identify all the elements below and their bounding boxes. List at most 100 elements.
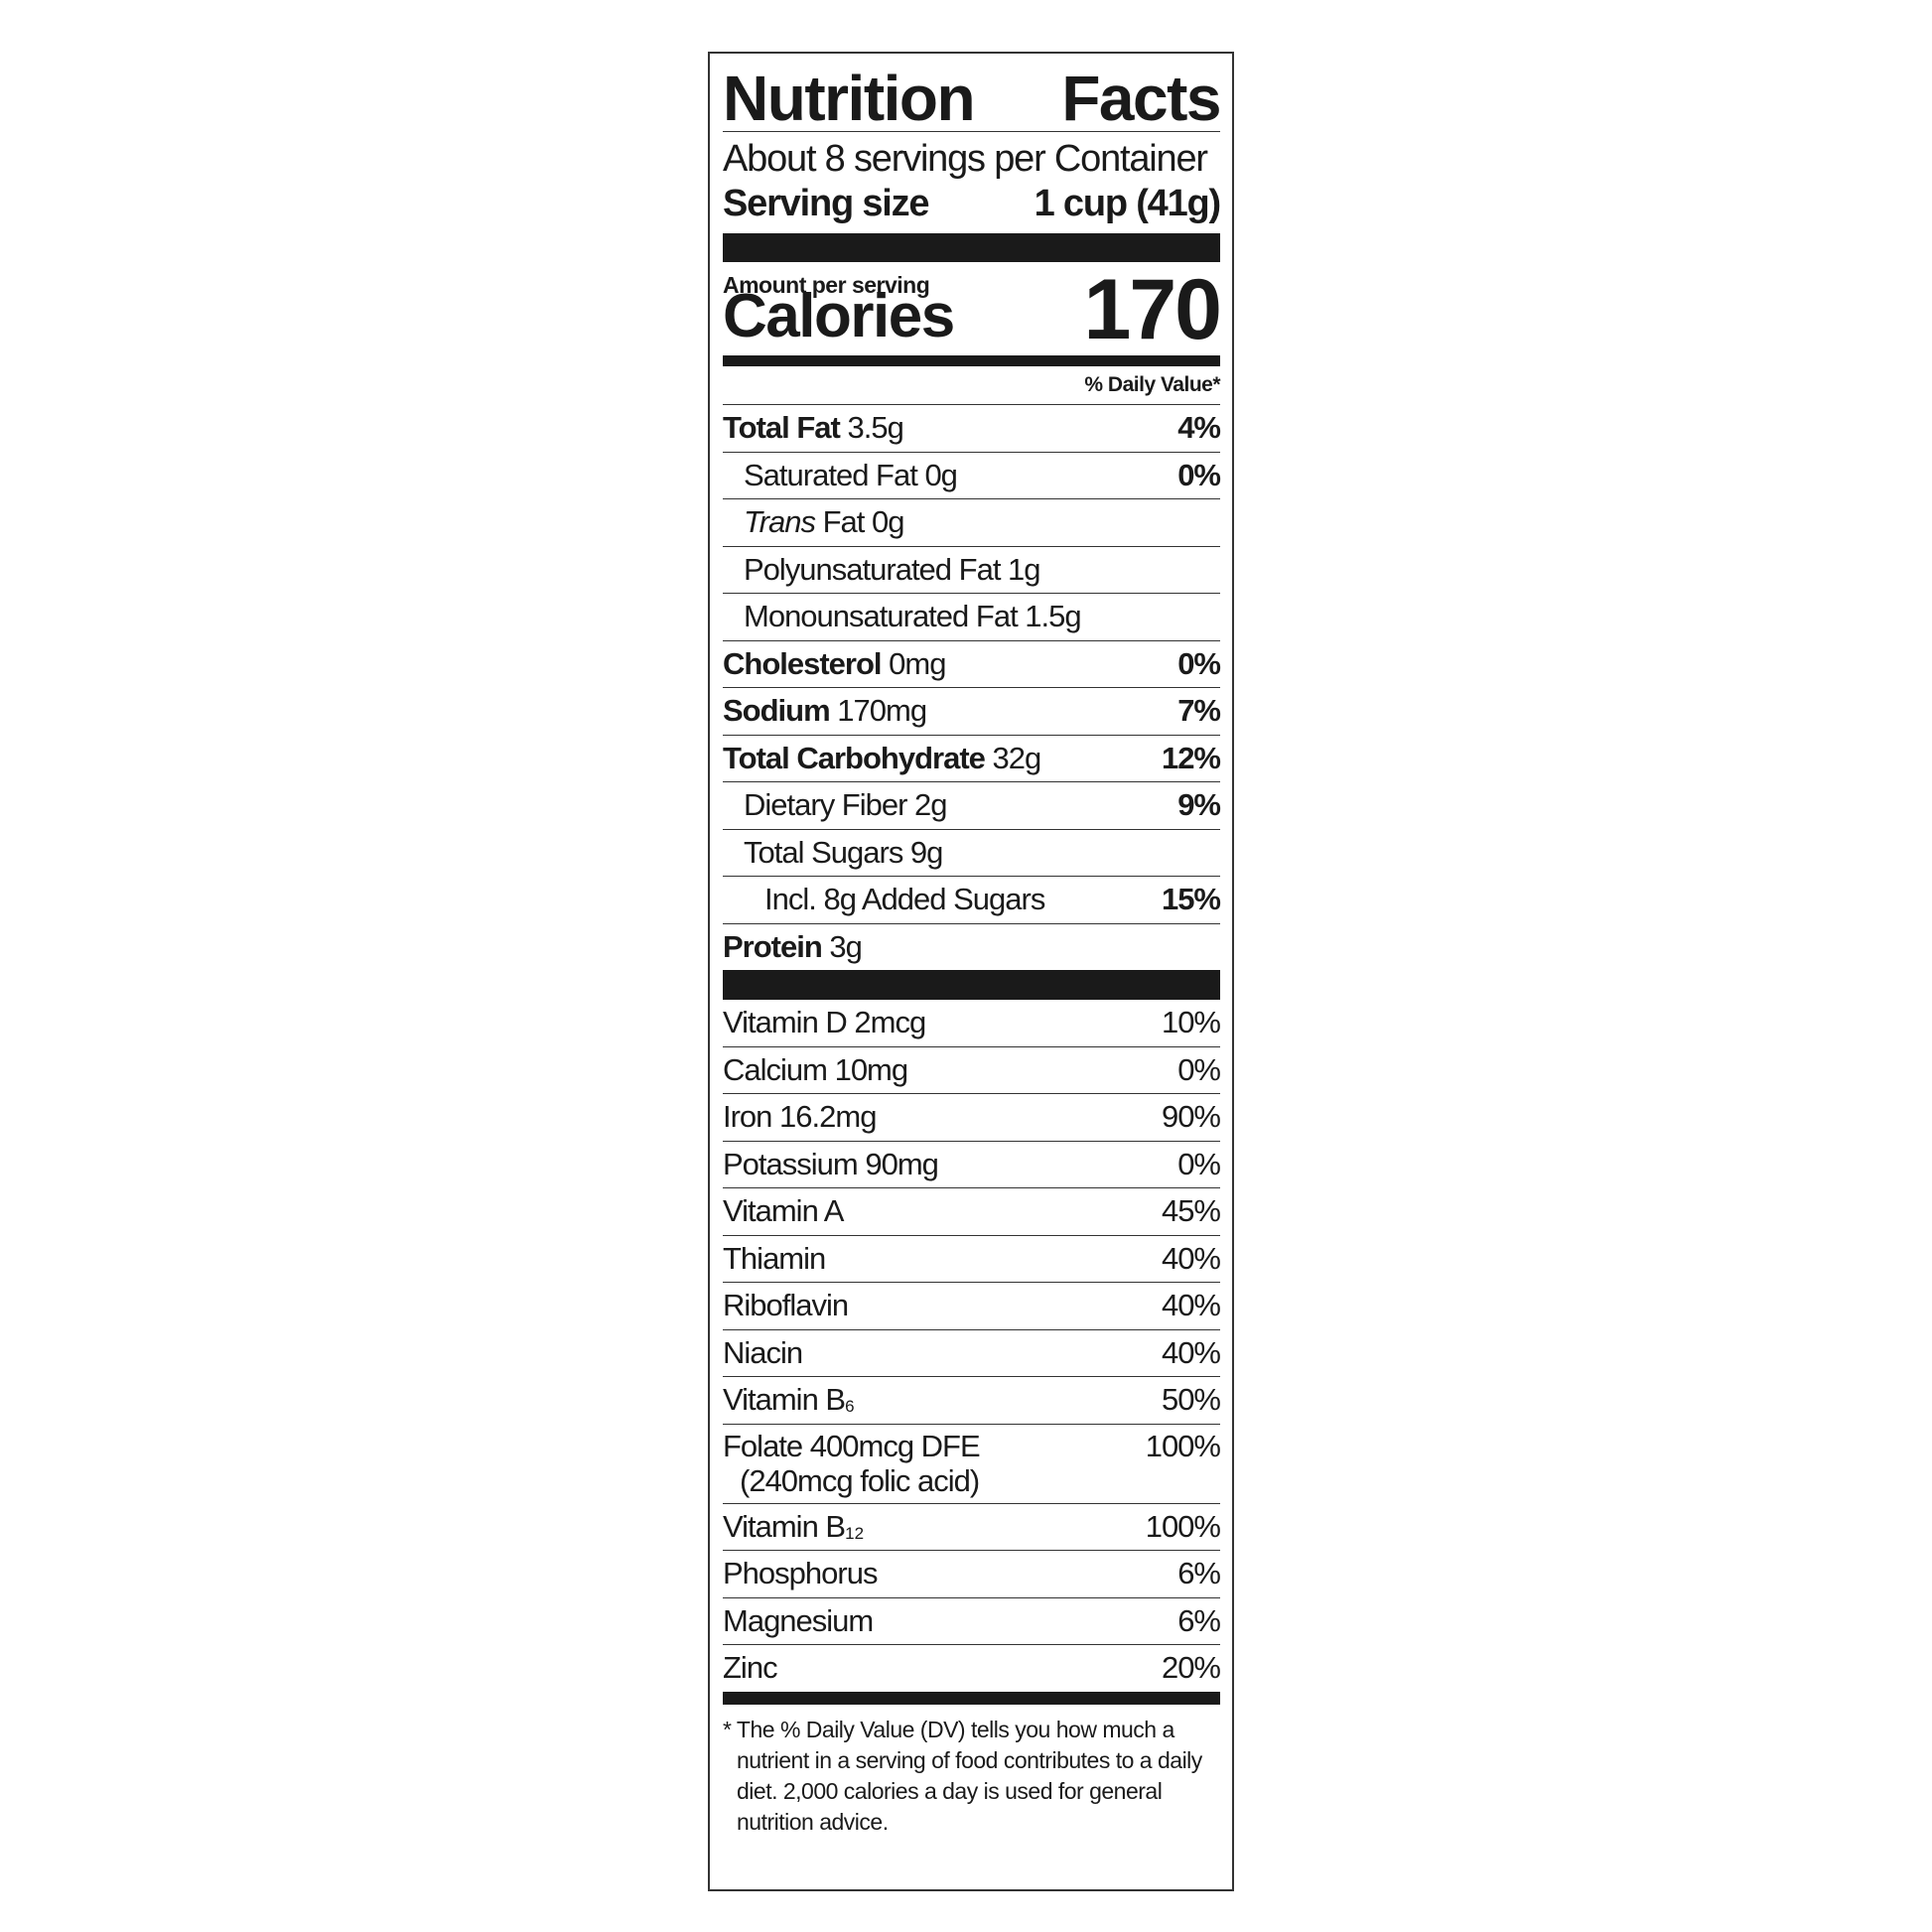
nutrient-row: Total Fat 3.5g 4% xyxy=(723,405,1221,453)
medium-divider xyxy=(723,1691,1220,1705)
nutrient-name: Total Carbohydrate 32g xyxy=(723,740,1041,776)
nutrient-name-italic: Trans xyxy=(744,504,816,540)
vitamin-name: Potassium 90mg xyxy=(723,1146,939,1182)
vitamin-row: Folate 400mcg DFE (240mcg folic acid) 100% xyxy=(723,1425,1221,1504)
vitamin-name: Calcium 10mg xyxy=(723,1051,908,1088)
thick-divider xyxy=(723,970,1220,1000)
vitamin-row: Potassium 90mg 0% xyxy=(723,1142,1221,1188)
vitamin-name: Thiamin xyxy=(723,1240,826,1277)
vitamin-row: Iron 16.2mg 90% xyxy=(723,1094,1221,1142)
nutrient-amount: 170mg xyxy=(829,693,927,729)
nutrient-name: Total Fat 3.5g xyxy=(723,410,904,446)
thick-divider xyxy=(723,233,1220,262)
vitamin-daily-value: 0% xyxy=(1177,1051,1221,1087)
nutrient-name: Cholesterol 0mg xyxy=(723,645,946,682)
nutrient-row: Monounsaturated Fat 1.5g xyxy=(723,594,1220,641)
vitamin-row: Magnesium 6% xyxy=(723,1598,1221,1645)
label-title: Nutrition Facts xyxy=(723,54,1221,134)
nutrient-daily-value: 15% xyxy=(1161,882,1221,917)
vitamin-row: Riboflavin 40% xyxy=(723,1283,1221,1330)
title-word-nutrition: Nutrition xyxy=(723,63,976,134)
vitamin-name-text: Thiamin xyxy=(723,1240,826,1276)
vitamin-daily-value: 40% xyxy=(1161,1334,1221,1370)
nutrient-row: Total Carbohydrate 32g 12% xyxy=(723,736,1221,782)
nutrient-amount: 0mg xyxy=(881,645,946,681)
nutrient-amount: Fat 0g xyxy=(814,504,905,540)
vitamin-daily-value: 20% xyxy=(1161,1650,1221,1686)
vitamin-name: Zinc xyxy=(723,1650,778,1686)
nutrient-row: Total Sugars 9g xyxy=(723,830,1220,877)
divider xyxy=(723,131,1220,132)
serving-size-row: Serving size 1 cup (41g) xyxy=(723,182,1222,225)
vitamin-daily-value: 40% xyxy=(1161,1288,1221,1323)
nutrient-daily-value: 0% xyxy=(1177,457,1221,492)
nutrient-name: Monounsaturated Fat 1.5g xyxy=(723,599,1082,634)
calories-row: Calories 170 xyxy=(723,267,1222,352)
nutrient-name: Sodium 170mg xyxy=(723,693,927,729)
vitamin-name-text: Phosphorus xyxy=(723,1556,878,1591)
nutrient-amount: Polyunsaturated Fat 1g xyxy=(744,551,1041,587)
nutrient-list: Total Fat 3.5g 4% Saturated Fat 0g 0% Trans … xyxy=(723,405,1221,971)
nutrient-name-bold: Total Fat xyxy=(723,410,841,446)
vitamin-name: Phosphorus xyxy=(723,1556,878,1591)
amount-per-serving: Amount per serving xyxy=(723,272,930,298)
vitamin-row: Niacin 40% xyxy=(723,1330,1221,1377)
nutrient-row: Saturated Fat 0g 0% xyxy=(723,453,1221,499)
vitamin-name: Vitamin B12 xyxy=(723,1509,864,1545)
vitamin-name-text: Calcium 10mg xyxy=(723,1051,908,1087)
nutrient-name-bold: Cholesterol xyxy=(723,645,883,681)
vitamin-daily-value: 40% xyxy=(1161,1240,1221,1276)
nutrient-name: Protein 3g xyxy=(723,928,863,965)
footnote: * The % Daily Value (DV) tells you how m… xyxy=(723,1716,1202,1835)
vitamin-name-text: Magnesium xyxy=(723,1602,874,1638)
vitamin-daily-value: 0% xyxy=(1177,1146,1221,1181)
nutrient-daily-value: 4% xyxy=(1177,410,1221,446)
vitamin-name: Vitamin A xyxy=(723,1193,844,1229)
vitamin-name-text: Iron 16.2mg xyxy=(723,1099,877,1135)
calories-value: 170 xyxy=(1083,262,1222,357)
nutrient-name: Incl. 8g Added Sugars xyxy=(723,882,1045,917)
vitamin-name-text: Niacin xyxy=(723,1334,803,1370)
nutrient-row: Polyunsaturated Fat 1g xyxy=(723,547,1220,594)
calories-label: Calories xyxy=(723,282,955,350)
nutrient-row: Cholesterol 0mg 0% xyxy=(723,641,1221,688)
nutrient-daily-value: 0% xyxy=(1177,645,1221,681)
nutrient-amount: Saturated Fat 0g xyxy=(744,457,958,492)
nutrient-name-bold: Total Carbohydrate xyxy=(723,740,986,775)
nutrient-name: Total Sugars 9g xyxy=(723,834,943,871)
vitamin-name-line2: (240mcg folic acid) xyxy=(740,1462,980,1498)
nutrient-daily-value: 12% xyxy=(1161,740,1221,775)
vitamin-row: Vitamin A 45% xyxy=(723,1188,1221,1236)
nutrient-amount: Incl. 8g Added Sugars xyxy=(764,882,1045,917)
vitamin-daily-value: 45% xyxy=(1161,1193,1221,1229)
nutrient-name-bold: Protein xyxy=(723,928,823,964)
vitamin-row: Thiamin 40% xyxy=(723,1236,1221,1283)
nutrient-row: Protein 3g xyxy=(723,924,1220,971)
vitamin-name-text: Zinc xyxy=(723,1650,778,1686)
vitamin-name: Iron 16.2mg xyxy=(723,1099,877,1135)
vitamin-name-text: Vitamin A xyxy=(723,1193,844,1229)
vitamin-row: Phosphorus 6% xyxy=(723,1551,1221,1598)
nutrient-name: Trans Fat 0g xyxy=(723,504,905,540)
vitamin-row: Vitamin B12 100% xyxy=(723,1504,1221,1551)
vitamin-name-text: Vitamin D 2mcg xyxy=(723,1005,926,1040)
vitamin-subscript: 6 xyxy=(845,1397,855,1417)
vitamin-name-text: Potassium 90mg xyxy=(723,1146,939,1181)
vitamin-daily-value: 10% xyxy=(1161,1005,1221,1040)
vitamin-daily-value: 50% xyxy=(1161,1382,1221,1418)
vitamin-daily-value: 6% xyxy=(1177,1602,1221,1638)
vitamin-name: Vitamin B6 xyxy=(723,1382,855,1418)
nutrient-amount: 3.5g xyxy=(839,410,903,446)
vitamin-name-text: Vitamin B xyxy=(723,1382,846,1418)
servings-per-container: About 8 servings per Container xyxy=(723,138,1208,180)
vitamin-daily-value: 100% xyxy=(1145,1428,1221,1463)
nutrient-name-bold: Sodium xyxy=(723,693,831,729)
serving-size-label: Serving size xyxy=(723,183,930,224)
vitamin-name: Riboflavin xyxy=(723,1288,849,1323)
nutrient-row: Sodium 170mg 7% xyxy=(723,688,1221,736)
serving-size-value: 1 cup (41g) xyxy=(1034,183,1222,224)
medium-divider xyxy=(723,355,1220,366)
nutrient-amount: Total Sugars 9g xyxy=(744,834,943,870)
vitamin-name-text: Vitamin B xyxy=(723,1508,846,1544)
vitamin-row: Zinc 20% xyxy=(723,1645,1221,1692)
